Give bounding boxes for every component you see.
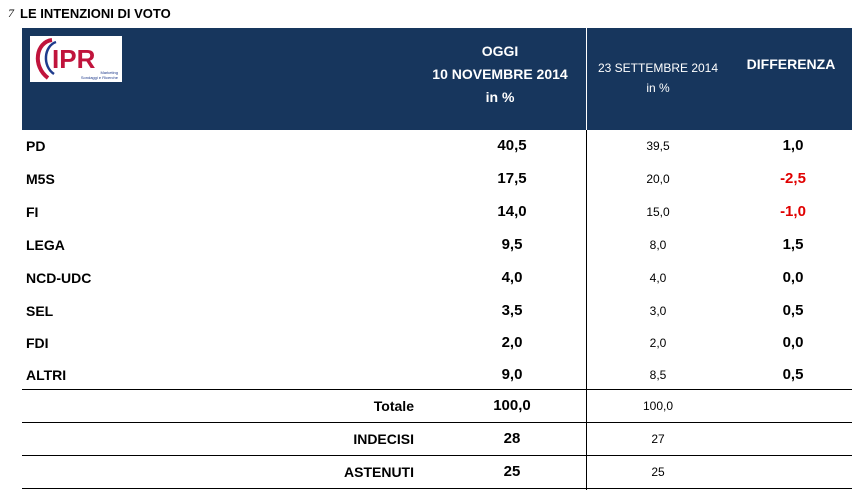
- party-name: SEL: [26, 303, 54, 319]
- party-name: PD: [26, 138, 46, 154]
- header-settembre: 23 SETTEMBRE 2014 in %: [588, 58, 728, 98]
- value-settembre: 8,0: [649, 238, 667, 252]
- party-name: LEGA: [26, 237, 65, 253]
- table-row: FI 14,0 15,0 -1,0: [22, 196, 852, 229]
- value-differenza: 0,5: [782, 302, 804, 319]
- value-oggi: 14,0: [497, 203, 527, 220]
- value-differenza: 0,0: [782, 334, 804, 351]
- value-settembre: 3,0: [649, 304, 667, 318]
- header-oggi-line1: OGGI: [481, 43, 519, 59]
- table-row: ALTRI 9,0 8,5 0,5: [22, 359, 852, 392]
- value-settembre: 39,5: [646, 139, 670, 153]
- totals-row: Totale 100,0 100,0: [22, 390, 852, 423]
- header-oggi: OGGI 10 NOVEMBRE 2014 in %: [410, 40, 590, 109]
- table-row: FDI 2,0 2,0 0,0: [22, 327, 852, 360]
- header-oggi-line3: in %: [485, 89, 515, 105]
- totals-settembre: 100,0: [642, 399, 674, 413]
- value-settembre: 15,0: [646, 205, 670, 219]
- table-row: NCD-UDC 4,0 4,0 0,0: [22, 262, 852, 295]
- value-oggi: 9,0: [501, 366, 523, 383]
- logo-text: IPR: [52, 44, 96, 74]
- totals-row: INDECISI 28 27: [22, 423, 852, 456]
- value-differenza: 0,5: [782, 366, 804, 383]
- party-name: ALTRI: [26, 367, 67, 383]
- value-oggi: 3,5: [501, 302, 523, 319]
- value-oggi: 4,0: [501, 269, 523, 286]
- value-oggi: 2,0: [501, 334, 523, 351]
- value-oggi: 9,5: [501, 236, 523, 253]
- header-column-divider: [586, 28, 587, 130]
- totals-oggi: 28: [503, 430, 521, 447]
- totals-label: Totale: [373, 398, 414, 414]
- table-header: [22, 28, 852, 130]
- logo-tagline-2: Sondaggi e Ricerche: [81, 75, 119, 80]
- logo-tagline-1: Marketing: [100, 70, 118, 75]
- party-name: FI: [26, 204, 39, 220]
- value-differenza: 1,5: [782, 236, 804, 253]
- totals-divider: [22, 389, 852, 390]
- value-settembre: 2,0: [649, 336, 667, 350]
- value-differenza: 0,0: [782, 269, 804, 286]
- value-settembre: 4,0: [649, 271, 667, 285]
- party-name: NCD-UDC: [26, 270, 92, 286]
- totals-settembre: 27: [651, 432, 665, 446]
- value-differenza: -1,0: [780, 203, 806, 220]
- slide-header: 7 LE INTENZIONI DI VOTO: [8, 4, 171, 22]
- totals-label: INDECISI: [353, 431, 414, 447]
- header-sett-line1: 23 SETTEMBRE 2014: [597, 61, 719, 75]
- value-differenza: 1,0: [782, 137, 804, 154]
- header-oggi-line2: 10 NOVEMBRE 2014: [432, 66, 568, 82]
- totals-label: ASTENUTI: [344, 464, 414, 480]
- party-name: M5S: [26, 171, 55, 187]
- table-row: SEL 3,5 3,0 0,5: [22, 295, 852, 328]
- page-title: LE INTENZIONI DI VOTO: [20, 5, 171, 21]
- totals-oggi: 100,0: [493, 397, 531, 414]
- value-settembre: 20,0: [646, 172, 670, 186]
- column-divider: [586, 130, 587, 490]
- value-settembre: 8,5: [649, 368, 667, 382]
- value-differenza: -2,5: [780, 170, 806, 187]
- header-sett-line2: in %: [646, 81, 670, 95]
- totals-oggi: 25: [503, 463, 521, 480]
- table-row: PD 40,5 39,5 1,0: [22, 130, 852, 163]
- value-oggi: 40,5: [497, 137, 527, 154]
- header-differenza: DIFFERENZA: [746, 56, 836, 72]
- party-name: FDI: [26, 335, 49, 351]
- table-row: LEGA 9,5 8,0 1,5: [22, 229, 852, 262]
- table-row: M5S 17,5 20,0 -2,5: [22, 163, 852, 196]
- totals-settembre: 25: [651, 465, 665, 479]
- slide-number: 7: [8, 5, 14, 20]
- ipr-logo: IPR Marketing Sondaggi e Ricerche: [30, 36, 122, 82]
- value-oggi: 17,5: [497, 170, 527, 187]
- totals-row: ASTENUTI 25 25: [22, 456, 852, 489]
